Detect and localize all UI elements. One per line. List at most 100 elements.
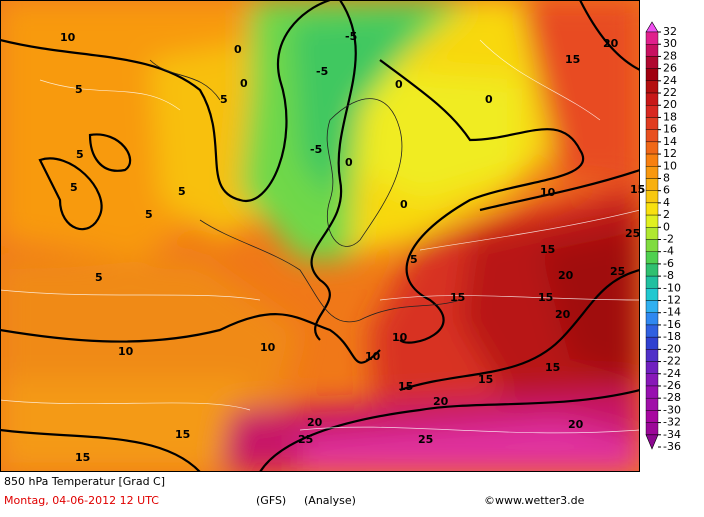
legend-label: 18: [663, 110, 677, 123]
legend-label: -2: [663, 233, 674, 246]
contour-label: 10: [260, 341, 276, 354]
contour-label: 5: [70, 181, 78, 194]
contour-label: 5: [410, 253, 418, 266]
contour-label: 0: [240, 77, 248, 90]
legend-label: -18: [663, 330, 681, 343]
contour-label: 10: [60, 31, 76, 44]
legend-label: 20: [663, 98, 677, 111]
legend-label: -4: [663, 245, 674, 258]
contour-label: 20: [307, 416, 323, 429]
legend-swatch: [645, 239, 659, 252]
contour-label: 25: [298, 433, 313, 446]
legend-label: 12: [663, 147, 677, 160]
legend-swatch: [645, 141, 659, 155]
legend-swatch: [645, 422, 659, 435]
contour-label: 0: [345, 156, 353, 169]
legend-label: 16: [663, 123, 677, 136]
legend-swatch: [645, 178, 659, 191]
contour-label: 15: [398, 380, 413, 393]
contour-label: 15: [478, 373, 493, 386]
contour-label: 15: [450, 291, 465, 304]
legend-swatch: [645, 227, 659, 240]
contour-label: 0: [485, 93, 493, 106]
contour-label: 15: [565, 53, 580, 66]
legend-swatch: [645, 288, 659, 301]
map-date: Montag, 04-06-2012 12 UTC: [4, 494, 159, 507]
legend-label: -8: [663, 269, 674, 282]
legend-label: 26: [663, 62, 677, 75]
contour-label: 15: [630, 183, 645, 196]
legend-label: -14: [663, 306, 681, 319]
legend-label: 0: [663, 220, 670, 233]
contour-label: 25: [610, 265, 625, 278]
legend-swatch: [645, 117, 659, 130]
contour-label: 0: [400, 198, 408, 211]
contour-label: 10: [392, 331, 408, 344]
contour-label: 0: [395, 78, 403, 91]
legend-label: 8: [663, 171, 670, 184]
legend-swatch: [645, 275, 659, 289]
map-field: [0, 0, 640, 472]
contour-labels: 10 5 5 5 5 5 5 5 0 0 -5 -5 -5 0 0 0 0 5 …: [60, 30, 645, 464]
legend-swatch: [645, 56, 659, 69]
legend-swatch: [645, 68, 659, 82]
contour-label: 15: [75, 451, 90, 464]
contour-label: 5: [76, 148, 84, 161]
model-name: (GFS): [256, 494, 286, 507]
legend-label: 30: [663, 37, 677, 50]
legend-label: -30: [663, 403, 681, 416]
contour-label: 15: [545, 361, 560, 374]
legend-label: -32: [663, 416, 681, 429]
legend-swatch: [645, 251, 659, 265]
legend-swatch: [645, 166, 659, 179]
legend-swatch: [645, 190, 659, 204]
legend-swatch: [645, 410, 659, 423]
legend-swatch: [645, 373, 659, 387]
contour-label: 5: [220, 93, 228, 106]
contour-label: 15: [175, 428, 190, 441]
contour-label: 20: [558, 269, 574, 282]
footer: 850 hPa Temperatur [Grad C] Montag, 04-0…: [4, 475, 585, 507]
legend-label: 32: [663, 25, 677, 38]
source-credit: ©www.wetter3.de: [484, 494, 585, 507]
legend-label: 6: [663, 184, 670, 197]
contour-label: 25: [625, 227, 640, 240]
legend-label: 24: [663, 74, 677, 87]
legend-label: -28: [663, 391, 681, 404]
legend-label: 2: [663, 208, 670, 221]
legend-swatch: [645, 336, 659, 350]
legend-label: 4: [663, 196, 670, 209]
contour-label: 15: [538, 291, 553, 304]
color-legend: 32302826242220181614121086420-2-4-6-8-10…: [645, 21, 681, 453]
legend-label: 28: [663, 49, 677, 62]
contour-label: 20: [433, 395, 449, 408]
contour-label: 10: [365, 350, 381, 363]
legend-swatch: [645, 300, 659, 313]
run-type: (Analyse): [304, 494, 356, 507]
legend-swatch: [645, 397, 659, 411]
map-title: 850 hPa Temperatur [Grad C]: [4, 475, 165, 488]
legend-swatch: [645, 31, 659, 45]
contour-label: -5: [316, 65, 328, 78]
legend-label: 14: [663, 135, 677, 148]
legend-swatch: [645, 324, 659, 338]
contour-label: 20: [568, 418, 584, 431]
legend-swatch: [645, 44, 659, 57]
contour-label: 5: [95, 271, 103, 284]
legend-label: -16: [663, 318, 681, 331]
contour-label: 20: [603, 37, 619, 50]
contour-label: 25: [418, 433, 433, 446]
legend-swatch: [645, 129, 659, 143]
legend-swatch: [645, 263, 659, 277]
legend-label: -20: [663, 342, 681, 355]
legend-label: -36: [663, 440, 681, 453]
legend-swatch: [645, 385, 659, 399]
legend-swatch: [645, 312, 659, 326]
contour-label: 5: [75, 83, 83, 96]
legend-arrow: [645, 434, 659, 450]
contour-label: 10: [118, 345, 134, 358]
contour-label: 5: [178, 185, 186, 198]
contour-label: 20: [555, 308, 571, 321]
legend-swatch: [645, 105, 659, 118]
